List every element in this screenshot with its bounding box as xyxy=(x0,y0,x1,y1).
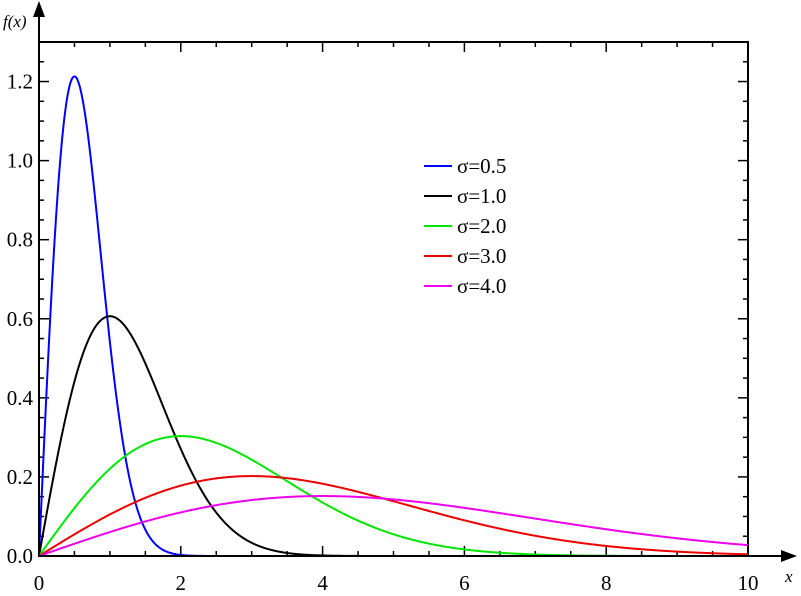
x-tick-label: 4 xyxy=(317,571,328,595)
legend-label: σ=1.0 xyxy=(457,184,506,208)
series-line-sigma-2 xyxy=(38,435,748,557)
legend-label: σ=3.0 xyxy=(457,244,506,268)
series-line-sigma-1 xyxy=(38,315,748,557)
y-axis-label: f(x) xyxy=(3,12,27,31)
series-layer xyxy=(38,75,749,557)
y-tick-label: 1.2 xyxy=(7,70,33,94)
y-tick-label: 0.4 xyxy=(7,386,34,410)
x-tick-label: 6 xyxy=(459,571,470,595)
x-axis-label: x xyxy=(784,567,793,586)
legend-label: σ=4.0 xyxy=(457,274,506,298)
legend-label: σ=2.0 xyxy=(457,214,506,238)
ticks xyxy=(38,41,749,557)
legend: σ=0.5 σ=1.0 σ=2.0 σ=3.0 σ=4.0 xyxy=(424,154,506,298)
y-tick-label: 0.6 xyxy=(7,307,33,331)
y-axis-arrow xyxy=(33,1,45,17)
tick-labels: 0 2 4 6 8 10 0.0 0.2 0.4 0.6 0.8 1.0 1.2 xyxy=(7,70,759,595)
x-tick-label: 0 xyxy=(34,571,45,595)
legend-label: σ=0.5 xyxy=(457,154,506,178)
x-axis-arrow xyxy=(781,550,797,562)
y-tick-label: 0.8 xyxy=(7,228,33,252)
series-line-sigma-3 xyxy=(38,475,749,557)
y-tick-label: 0.0 xyxy=(7,544,33,568)
x-tick-label: 10 xyxy=(738,571,759,595)
x-tick-label: 2 xyxy=(176,571,187,595)
series-line-sigma-0.5 xyxy=(38,75,748,557)
series-line-sigma-4 xyxy=(38,495,749,557)
y-tick-label: 0.2 xyxy=(7,465,33,489)
y-tick-label: 1.0 xyxy=(7,149,33,173)
x-tick-label: 8 xyxy=(601,571,612,595)
plot-frame xyxy=(38,41,749,557)
